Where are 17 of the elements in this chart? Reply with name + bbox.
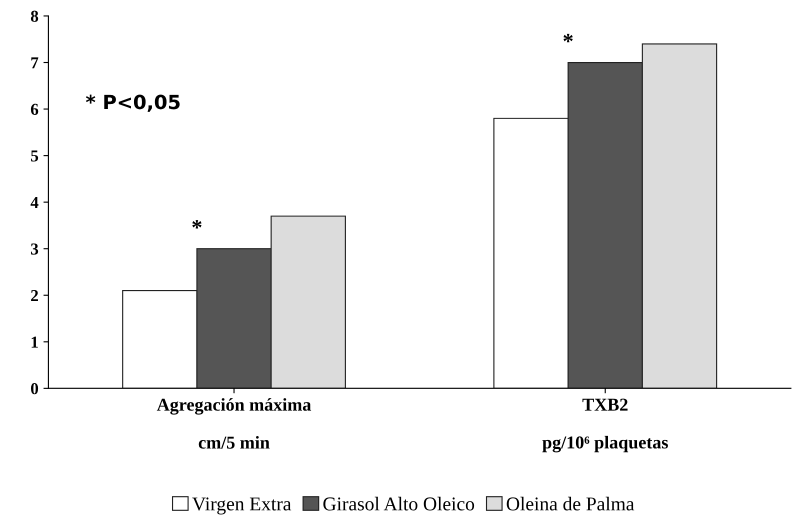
y-tick-label: 1 (32, 336, 38, 348)
annotation: * P<0,05 (86, 94, 180, 112)
y-tick-label: 0 (31, 383, 38, 394)
y-tick-label: 6 (30, 104, 38, 116)
annotation: * (192, 220, 202, 228)
y-tick-label: 2 (31, 290, 38, 302)
category-label: TXB2 pg/10⁶ plaquetas (542, 398, 668, 452)
legend-label: Oleina de Palma (506, 496, 634, 510)
legend-label: Virgen Extra (192, 497, 292, 514)
y-tick-label: 8 (30, 10, 38, 22)
y-tick-label: 7 (31, 57, 38, 68)
y-tick-label: 3 (30, 243, 38, 255)
y-tick-label: 4 (30, 196, 38, 208)
annotation: * (563, 34, 573, 42)
x-tick-label: Agregación máxima cm/5 min (156, 398, 312, 449)
legend-label: Girasol Alto Oleico (323, 496, 474, 510)
y-tick-label: 5 (31, 150, 38, 162)
